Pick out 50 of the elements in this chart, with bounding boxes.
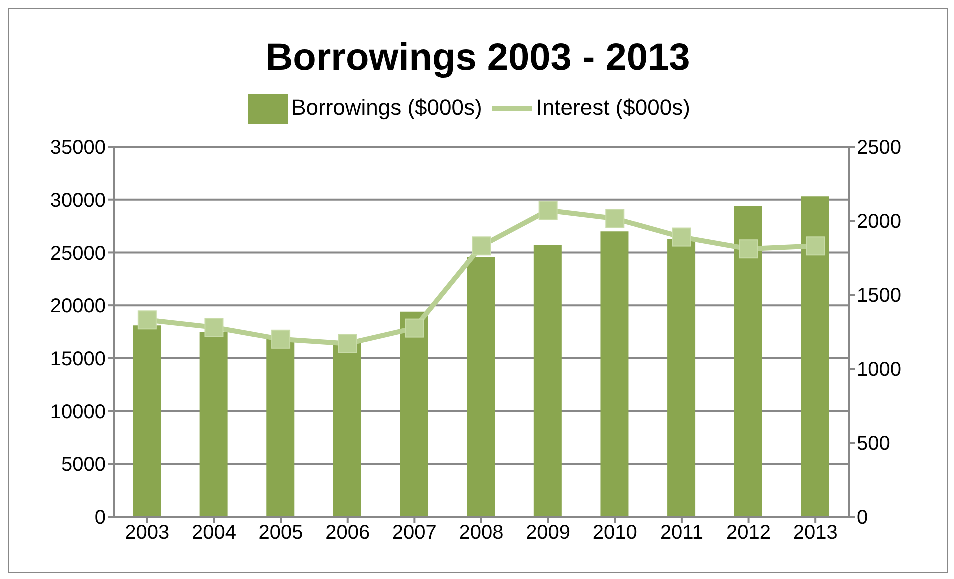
point <box>606 209 625 228</box>
chart-title: Borrowings 2003 - 2013 <box>264 37 692 81</box>
y-tick-label: 25000 <box>50 242 106 265</box>
y-tick-label: 5000 <box>62 454 106 476</box>
bar <box>333 342 362 517</box>
x-tick-label: 2013 <box>793 522 838 544</box>
bar <box>133 326 161 517</box>
x-tick-label: 2004 <box>192 522 236 544</box>
legend-label: Borrowings ($000s) <box>292 94 482 120</box>
bar <box>400 312 428 517</box>
x-tick-label: 2012 <box>726 522 772 544</box>
y2-tick-label: 2500 <box>857 137 902 160</box>
x-tick-label: 2009 <box>526 522 571 544</box>
point <box>472 236 491 256</box>
point <box>538 201 558 220</box>
x-tick-label: 2011 <box>660 522 704 544</box>
point <box>138 310 157 330</box>
y2-tick-label: 1500 <box>857 285 902 308</box>
bar <box>266 339 295 517</box>
y-tick-label: 20000 <box>50 296 106 318</box>
point <box>806 236 826 256</box>
y2-tick-label: 0 <box>857 507 868 530</box>
x-tick-label: 2007 <box>392 522 437 544</box>
x-tick-label: 2006 <box>326 522 370 544</box>
x-tick-label: 2010 <box>592 522 638 544</box>
bar <box>801 196 830 517</box>
y2-tick-label: 2000 <box>857 211 902 234</box>
point <box>405 318 424 338</box>
x-tick-label: 2005 <box>258 522 304 544</box>
x-tick-label: 2008 <box>459 522 504 544</box>
point <box>338 334 358 354</box>
x-tick-label: 2003 <box>125 522 170 544</box>
y-tick-label: 0 <box>94 507 106 530</box>
bar <box>734 206 762 517</box>
bar <box>200 332 228 517</box>
legend-label: Interest ($000s) <box>536 94 690 120</box>
bar <box>600 232 629 517</box>
bar <box>668 238 696 517</box>
y-tick-label: 15000 <box>50 348 106 371</box>
y-tick-label: 35000 <box>50 137 106 160</box>
point <box>739 240 758 259</box>
y-tick-label: 30000 <box>50 190 106 212</box>
point <box>272 330 291 349</box>
bar <box>534 245 562 517</box>
point <box>672 228 692 247</box>
y-tick-label: 10000 <box>50 401 106 424</box>
bar <box>467 256 496 517</box>
y2-tick-label: 500 <box>857 433 890 456</box>
y2-tick-label: 1000 <box>857 359 902 382</box>
point <box>204 318 224 338</box>
